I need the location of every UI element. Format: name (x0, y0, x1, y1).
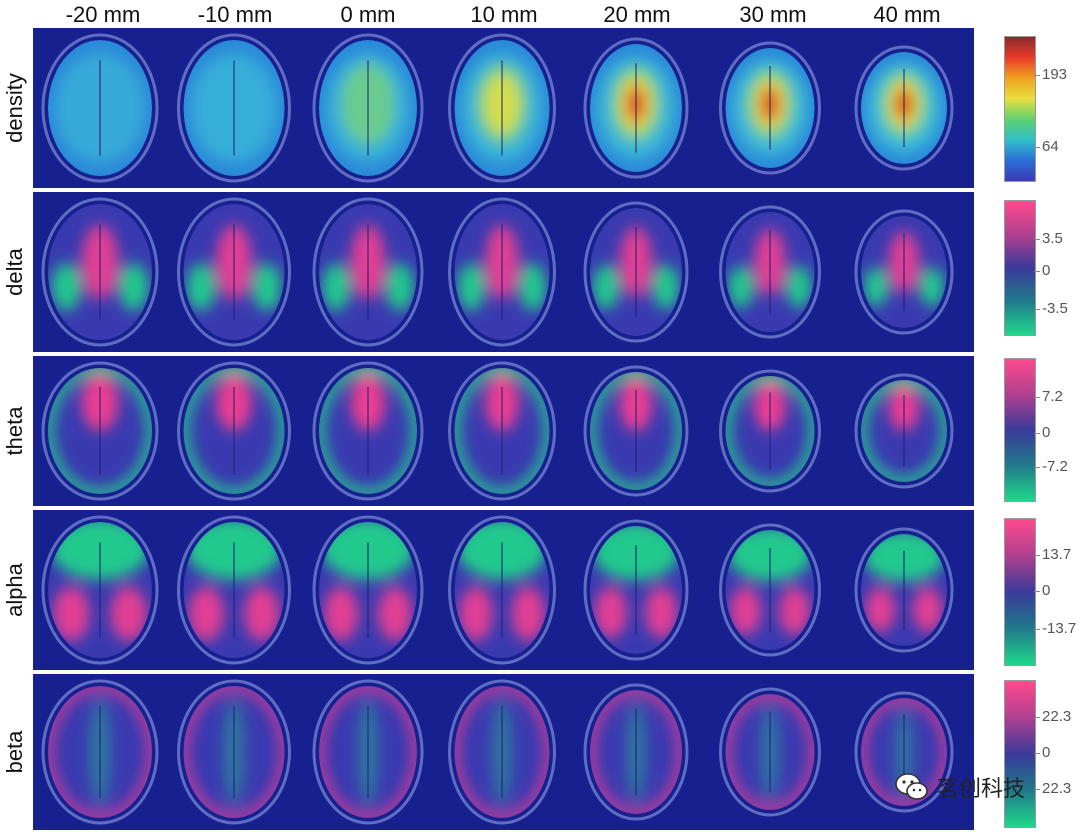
alpha-tick-zero: 0 (1033, 582, 1051, 599)
alpha-panel (33, 510, 974, 670)
brain-slice (583, 365, 689, 497)
delta-tick-neg: -3.5 (1034, 300, 1068, 317)
delta-colorbar (1004, 200, 1036, 336)
column-header-4: 20 mm (603, 2, 671, 27)
beta-colorbar (1004, 680, 1036, 828)
beta-tick-zero: 0 (1033, 744, 1051, 761)
brain-slice (448, 515, 556, 665)
brain-slice (583, 201, 689, 343)
watermark-text: 茗创科技 (937, 777, 1026, 802)
brain-slice (41, 33, 159, 183)
brain-slice (583, 683, 689, 821)
density-brain-row (41, 33, 954, 183)
delta-tick-pos: 3.5 (1034, 230, 1063, 247)
row-label-beta: beta (2, 730, 27, 774)
alpha-tick-neg: -13.7 (1033, 620, 1077, 637)
beta-brain-row (41, 679, 954, 825)
column-header-6: 40 mm (873, 2, 941, 27)
theta-tick-zero: 0 (1033, 424, 1051, 441)
theta-panel (33, 356, 974, 506)
brain-slice (448, 361, 556, 501)
brain-slice (312, 515, 424, 665)
brain-slice (583, 519, 689, 661)
row-label-alpha: alpha (2, 563, 27, 617)
beta-tick-pos: 22.3 (1033, 708, 1072, 725)
brain-slice (719, 41, 821, 175)
density-panel (33, 28, 974, 188)
delta-tick-zero: 0 (1033, 262, 1051, 279)
column-header-3: 10 mm (470, 2, 538, 27)
brain-slice (719, 369, 821, 493)
brain-slice (448, 33, 556, 183)
brain-slice (177, 33, 291, 183)
brain-slice (312, 33, 424, 183)
watermark: 茗创科技 (895, 770, 1025, 804)
brain-slice (854, 45, 954, 171)
brain-slice (719, 205, 821, 339)
column-header-5: 30 mm (739, 2, 807, 27)
row-label-density: density (2, 73, 27, 143)
density-colorbar (1004, 36, 1036, 182)
brain-slice (854, 527, 954, 653)
density-tick-high: 193 (1033, 66, 1068, 83)
brain-slice (448, 197, 556, 347)
brain-slice (177, 515, 291, 665)
brain-slice (41, 361, 159, 501)
brain-slice (41, 197, 159, 347)
beta-tick-neg: 22.3 (1033, 780, 1072, 797)
brain-slice (719, 523, 821, 657)
brain-slice (177, 197, 291, 347)
alpha-brain-row (41, 515, 954, 665)
alpha-colorbar (1004, 518, 1036, 666)
theta-tick-pos: 7.2 (1034, 388, 1063, 405)
brain-slice (41, 515, 159, 665)
brain-slice (177, 361, 291, 501)
brain-slice (312, 197, 424, 347)
density-tick-low: 64 (1034, 138, 1059, 155)
row-label-theta: theta (2, 406, 27, 456)
delta-brain-row (41, 197, 954, 347)
column-header-0: -20 mm (65, 2, 141, 27)
brain-slice (312, 679, 424, 825)
brain-slice (177, 679, 291, 825)
alpha-tick-pos: 13.7 (1033, 546, 1072, 563)
row-label-delta: delta (2, 248, 27, 296)
brain-slice (41, 679, 159, 825)
theta-tick-neg: -7.2 (1034, 458, 1068, 475)
wechat-icon (895, 773, 928, 800)
column-header-2: 0 mm (340, 2, 396, 27)
brain-slice (312, 361, 424, 501)
theta-colorbar (1004, 358, 1036, 502)
theta-brain-row (41, 361, 954, 501)
brain-slice (854, 373, 954, 489)
brain-slice (583, 37, 689, 179)
delta-panel (33, 192, 974, 352)
brain-slice (854, 209, 954, 335)
column-header-1: -10 mm (197, 2, 273, 27)
beta-panel (33, 674, 974, 830)
brain-slice (719, 687, 821, 817)
brain-slice (448, 679, 556, 825)
